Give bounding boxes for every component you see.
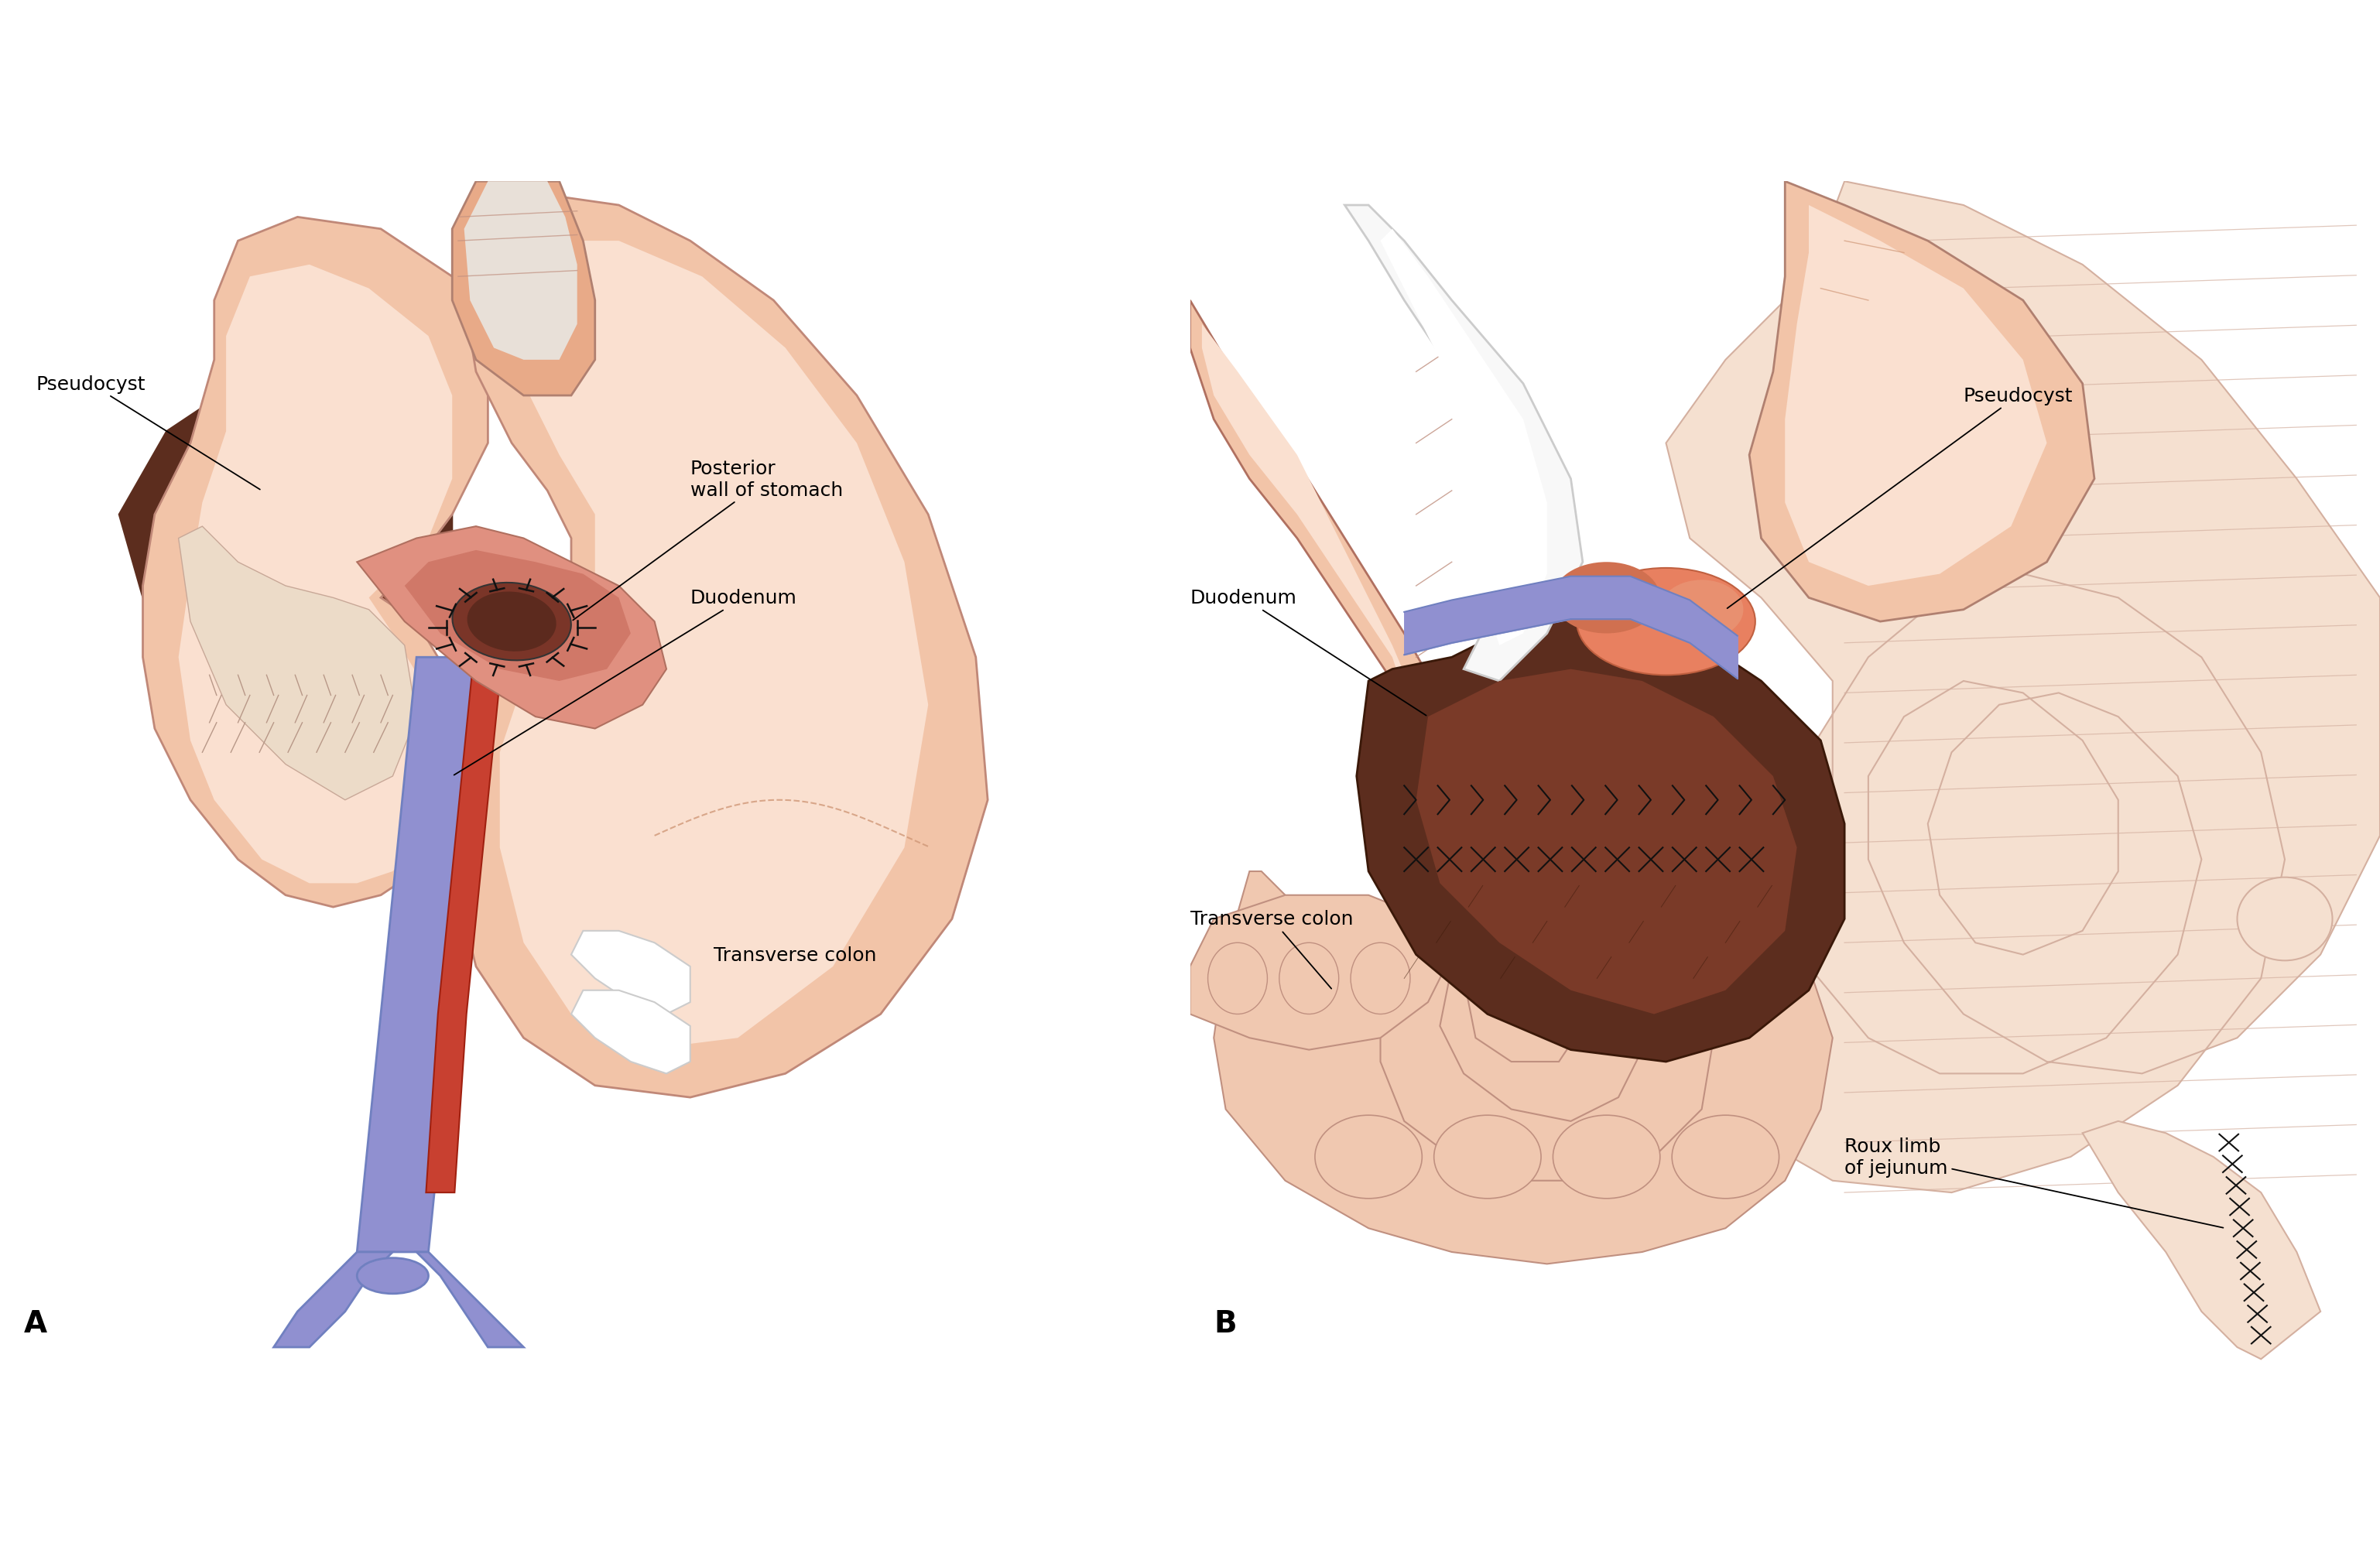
Polygon shape (357, 657, 488, 1252)
Polygon shape (143, 217, 488, 907)
Polygon shape (274, 1252, 393, 1348)
Ellipse shape (1314, 1115, 1423, 1199)
Ellipse shape (1207, 943, 1266, 1014)
Ellipse shape (1576, 568, 1756, 676)
Polygon shape (500, 241, 928, 1050)
Text: Posterior
wall of stomach: Posterior wall of stomach (574, 460, 843, 621)
Polygon shape (1345, 205, 1583, 682)
Polygon shape (1214, 860, 1833, 1264)
Polygon shape (1357, 610, 1844, 1062)
Text: B: B (1214, 1309, 1238, 1339)
Ellipse shape (1661, 581, 1742, 640)
Polygon shape (1666, 182, 2380, 1193)
Text: Transverse colon: Transverse colon (1190, 910, 1352, 989)
Polygon shape (1416, 669, 1797, 1014)
Polygon shape (426, 657, 502, 1193)
Ellipse shape (1280, 943, 1338, 1014)
Polygon shape (1785, 205, 2047, 585)
Polygon shape (119, 384, 452, 682)
Text: Pseudocyst: Pseudocyst (36, 374, 259, 491)
Polygon shape (167, 419, 416, 634)
Polygon shape (1380, 230, 1547, 646)
Ellipse shape (1552, 1115, 1661, 1199)
Polygon shape (452, 182, 595, 396)
Ellipse shape (466, 592, 557, 652)
Text: Transverse colon: Transverse colon (714, 946, 876, 964)
Polygon shape (178, 266, 452, 884)
Polygon shape (464, 182, 576, 360)
Polygon shape (178, 526, 416, 800)
Polygon shape (416, 1252, 524, 1348)
Polygon shape (405, 551, 631, 682)
Ellipse shape (1671, 1115, 1780, 1199)
Polygon shape (571, 991, 690, 1073)
Ellipse shape (1552, 562, 1661, 634)
Polygon shape (571, 932, 690, 1014)
Polygon shape (1190, 896, 1452, 1050)
Text: Duodenum: Duodenum (1190, 589, 1426, 716)
Polygon shape (1464, 621, 1761, 848)
Text: A: A (24, 1309, 48, 1339)
Ellipse shape (1433, 1115, 1542, 1199)
Polygon shape (357, 526, 666, 728)
Polygon shape (2082, 1121, 2320, 1359)
Polygon shape (1190, 301, 1499, 955)
Text: Duodenum: Duodenum (455, 589, 797, 775)
Text: Pseudocyst: Pseudocyst (1728, 387, 2073, 609)
Text: Roux limb
of jejunum: Roux limb of jejunum (1844, 1137, 2223, 1228)
Ellipse shape (357, 1258, 428, 1294)
Polygon shape (452, 194, 988, 1098)
Polygon shape (1202, 325, 1464, 932)
Polygon shape (1749, 182, 2094, 621)
Ellipse shape (2237, 877, 2332, 961)
Ellipse shape (452, 582, 571, 660)
Ellipse shape (1352, 943, 1409, 1014)
